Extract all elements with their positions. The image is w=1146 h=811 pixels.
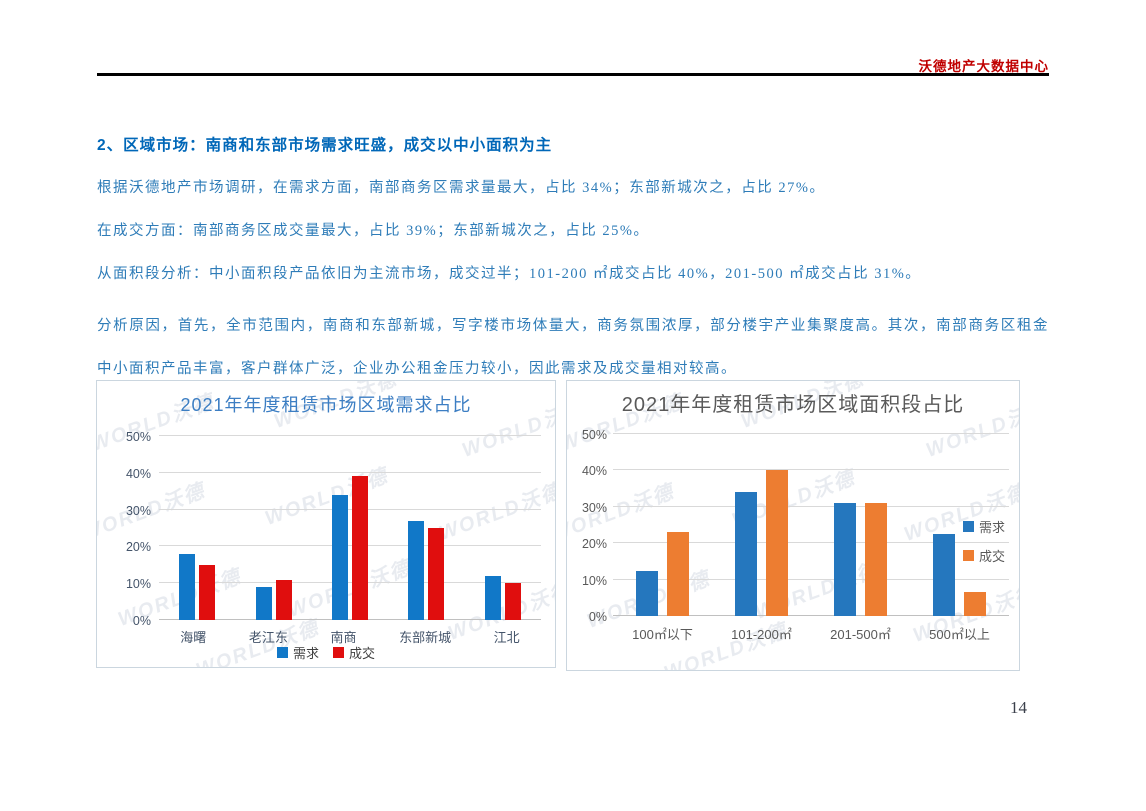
legend: 需求 成交 [962, 517, 1005, 565]
gridline [159, 545, 541, 547]
bar-成交 [964, 592, 986, 616]
legend-item-成交: 成交 [962, 546, 1005, 565]
chart-region-demand-share: WORLD沃德 WORLD沃德 WORLD沃德 WORLD沃德 WORLD沃德 WORLD… [96, 380, 556, 668]
y-axis-tick-label: 0% [588, 610, 607, 624]
x-axis-labels: 100㎡以下 101-200㎡ 201-500㎡ 500㎡以上 [613, 624, 1009, 643]
bar-成交 [667, 532, 689, 616]
bar-需求 [636, 570, 658, 616]
x-axis-tick-label: 南商 [330, 630, 357, 645]
y-axis-tick-label: 40% [581, 464, 607, 479]
gridline [159, 435, 541, 436]
bar-成交 [504, 583, 521, 620]
gridline [159, 471, 541, 473]
gridline [613, 615, 1009, 616]
bar-group [484, 436, 521, 620]
chart-title: 2021年年度租赁市场区域面积段占比 [621, 394, 965, 416]
legend-label: 需求 [978, 520, 1005, 535]
legend-label: 成交 [978, 549, 1005, 564]
header-rule [97, 73, 1049, 76]
bar-group [834, 434, 887, 616]
chart-title: 2021年年度租赁市场区域需求占比 [180, 395, 472, 415]
gridline [613, 469, 1009, 471]
gridline [159, 508, 541, 510]
x-axis-tick-label: 海曙 [180, 630, 207, 645]
x-axis-tick-label: 100㎡以下 [632, 627, 693, 642]
bar-需求 [834, 503, 856, 616]
plot-area [159, 435, 541, 620]
paragraph-deals: 在成交方面：南部商务区成交量最大，占比 39%；东部新城次之，占比 25%。 [97, 223, 650, 239]
y-axis-labels: 0% 10% 20% 30% 40% 50% [567, 428, 607, 624]
bar-groups [159, 436, 541, 620]
bar-成交 [199, 564, 216, 620]
x-axis-tick-label: 201-500㎡ [830, 627, 891, 642]
gridline [159, 582, 541, 584]
bar-groups [613, 434, 1009, 616]
gridline [613, 542, 1009, 544]
bar-成交 [865, 503, 887, 616]
legend-swatch [962, 521, 974, 532]
bar-需求 [331, 494, 348, 620]
y-axis-tick-label: 10% [125, 577, 151, 592]
bar-group [933, 434, 986, 616]
bar-group [735, 434, 788, 616]
x-axis-tick-label: 老江东 [248, 630, 288, 645]
y-axis-tick-label: 20% [581, 537, 607, 552]
paragraph-area-segment: 从面积段分析：中小面积段产品依旧为主流市场，成交过半；101-200 ㎡成交占比… [97, 266, 922, 282]
y-axis-tick-label: 10% [581, 573, 607, 588]
section-heading: 2、区域市场：南商和东部市场需求旺盛，成交以中小面积为主 [97, 137, 553, 154]
x-axis-tick-label: 101-200㎡ [731, 627, 792, 642]
bar-成交 [351, 476, 368, 620]
legend-item-成交: 成交 [333, 643, 375, 662]
header-brand: 沃德地产大数据中心 [918, 59, 1049, 74]
bar-group [636, 434, 689, 616]
bar-需求 [255, 586, 272, 620]
y-axis-tick-label: 50% [581, 428, 607, 442]
y-axis-tick-label: 30% [581, 500, 607, 515]
chart-area-segment-share: WORLD沃德 WORLD沃德 WORLD沃德 WORLD沃德 WORLD沃德 WORLD… [566, 380, 1020, 671]
x-axis-tick-label: 500㎡以上 [929, 627, 990, 642]
bar-成交 [428, 528, 445, 620]
gridline [159, 619, 541, 620]
legend: 需求 成交 [97, 643, 555, 662]
legend-swatch [276, 647, 288, 658]
bar-group [179, 436, 216, 620]
paragraph-analysis: 分析原因，首先，全市范围内，南商和东部新城，写字楼市场体量大，商务氛围浓厚，部分… [97, 318, 1049, 377]
bar-成交 [766, 470, 788, 616]
bar-成交 [275, 579, 292, 620]
y-axis-tick-label: 50% [125, 430, 151, 444]
y-axis-tick-label: 0% [132, 614, 151, 628]
x-axis-tick-label: 江北 [493, 630, 520, 645]
plot-area [613, 433, 1009, 616]
legend-swatch [962, 550, 974, 561]
gridline [613, 578, 1009, 580]
legend-label: 成交 [349, 646, 376, 661]
y-axis-tick-label: 20% [125, 540, 151, 555]
x-axis-labels: 海曙 老江东 南商 东部新城 江北 [159, 627, 541, 646]
bar-需求 [484, 575, 501, 620]
y-axis-tick-label: 30% [125, 503, 151, 518]
bar-group [255, 436, 292, 620]
gridline [613, 505, 1009, 507]
y-axis-labels: 0% 10% 20% 30% 40% 50% [97, 430, 151, 628]
legend-item-需求: 需求 [962, 517, 1005, 536]
bar-需求 [933, 534, 955, 616]
charts-row: WORLD沃德 WORLD沃德 WORLD沃德 WORLD沃德 WORLD沃德 WORLD… [0, 380, 1146, 675]
bar-需求 [179, 553, 196, 620]
bar-group [408, 436, 445, 620]
bar-需求 [735, 492, 757, 616]
bar-需求 [408, 520, 425, 620]
paragraph-demand: 根据沃德地产市场调研，在需求方面，南部商务区需求量最大，占比 34%；东部新城次… [97, 180, 826, 196]
legend-item-需求: 需求 [276, 643, 319, 662]
page-number: 14 [1010, 698, 1027, 717]
gridline [613, 433, 1009, 434]
bar-group [331, 436, 368, 620]
legend-label: 需求 [292, 646, 319, 661]
legend-swatch [333, 647, 344, 658]
x-axis-tick-label: 东部新城 [399, 630, 452, 645]
y-axis-tick-label: 40% [125, 466, 151, 481]
